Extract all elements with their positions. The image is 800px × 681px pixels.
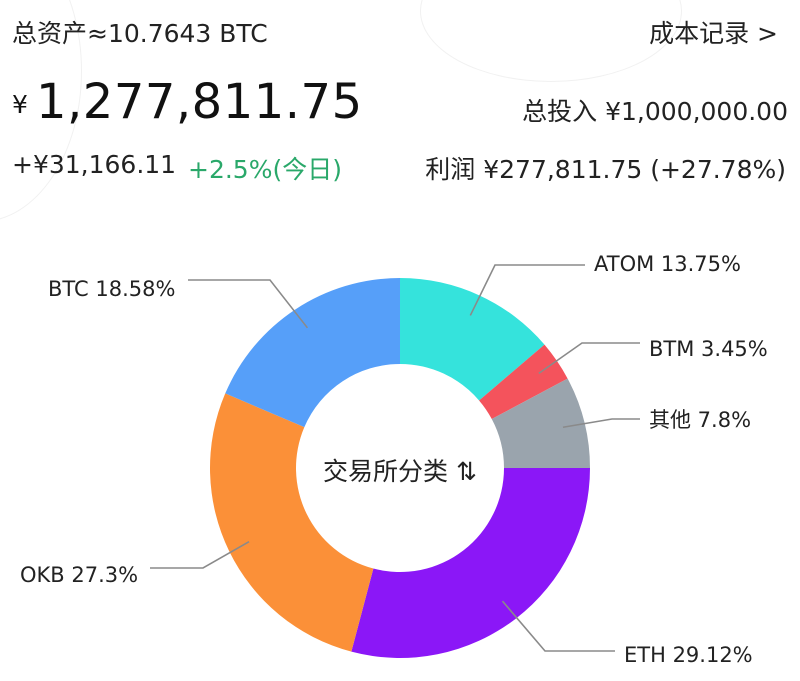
profit-summary: 利润 ¥277,811.75 (+27.78%) xyxy=(425,155,786,184)
total-assets-label: 总资产≈10.7643 BTC xyxy=(12,19,268,48)
today-change-percent: +2.5%(今日) xyxy=(188,155,342,184)
leader-line-btm xyxy=(538,342,640,375)
leader-line-btc xyxy=(188,279,309,329)
currency-symbol: ¥ xyxy=(12,90,28,119)
slice-label-btm: BTM 3.45% xyxy=(649,337,768,361)
slice-label-atom: ATOM 13.75% xyxy=(594,252,741,276)
slice-btc[interactable] xyxy=(225,278,400,428)
slice-atom[interactable] xyxy=(400,278,545,401)
slice-label-btc: BTC 18.58% xyxy=(48,277,175,301)
cost-record-link[interactable]: 成本记录 > xyxy=(649,19,778,48)
slice-eth[interactable] xyxy=(351,468,590,659)
leader-line-其他 xyxy=(562,418,640,429)
leader-line-atom xyxy=(469,264,585,316)
slice-okb[interactable] xyxy=(209,393,374,652)
total-balance: 1,277,811.75 xyxy=(36,74,363,130)
slice-其他[interactable] xyxy=(491,378,590,468)
leader-line-eth xyxy=(501,600,615,652)
chart-center-toggle[interactable]: 交易所分类 ⇅ xyxy=(323,457,477,486)
slice-label-okb: OKB 27.3% xyxy=(20,563,138,587)
total-investment: 总投入 ¥1,000,000.00 xyxy=(522,97,788,126)
slice-btm[interactable] xyxy=(479,344,568,420)
today-change-amount: +¥31,166.11 xyxy=(12,150,177,179)
slice-label-eth: ETH 29.12% xyxy=(624,643,753,667)
leader-line-okb xyxy=(150,541,250,569)
slice-label-其他: 其他 7.8% xyxy=(649,408,751,432)
